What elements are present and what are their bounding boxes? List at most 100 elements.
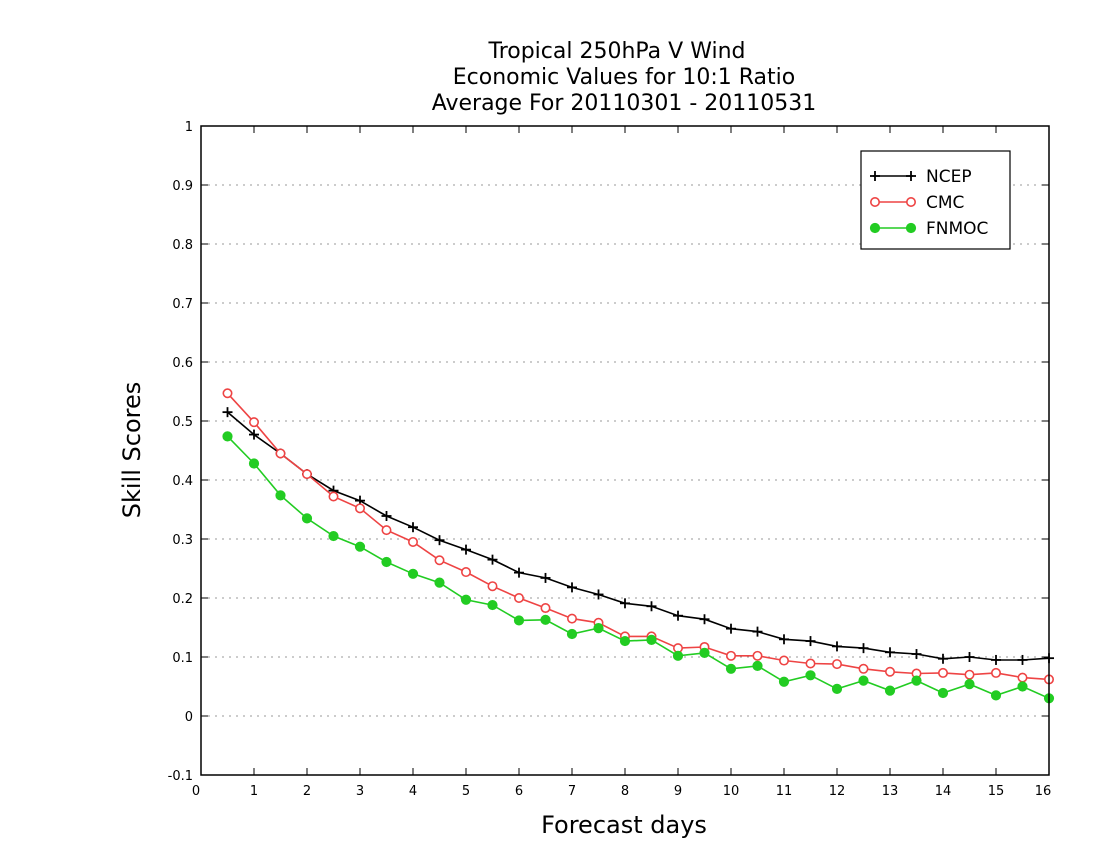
x-tick-label: 6 <box>515 784 523 799</box>
legend-item-cmc: CMC <box>869 193 964 213</box>
data-point-cmc <box>1017 672 1028 683</box>
data-point-fnmoc <box>540 614 551 625</box>
data-point-cmc <box>275 448 286 459</box>
legend-label-ncep: NCEP <box>926 167 972 187</box>
data-point-cmc <box>752 650 763 661</box>
data-point-fnmoc <box>513 615 525 626</box>
data-point-ncep <box>885 647 895 658</box>
x-tick-label: 15 <box>988 784 1005 799</box>
legend-item-fnmoc: FNMOC <box>869 219 988 239</box>
legend-marker-ncep <box>906 171 916 181</box>
data-point-fnmoc <box>937 687 949 699</box>
data-point-cmc <box>513 592 524 603</box>
data-point-fnmoc <box>831 683 843 694</box>
data-point-ncep <box>487 554 498 565</box>
data-point-ncep <box>567 582 577 593</box>
y-tick-label: 0.1 <box>172 651 193 666</box>
data-point-ncep <box>726 623 736 634</box>
x-tick-label: 11 <box>776 784 793 799</box>
plot-frame <box>200 125 1050 776</box>
data-point-fnmoc <box>619 635 631 647</box>
x-tick-label: 7 <box>568 784 576 799</box>
data-point-ncep <box>673 610 683 621</box>
data-point-ncep <box>752 626 763 637</box>
data-point-cmc <box>831 659 842 670</box>
series-fnmoc <box>222 431 1055 704</box>
data-point-ncep <box>381 510 392 521</box>
data-point-cmc <box>805 658 816 669</box>
data-point-ncep <box>646 601 657 612</box>
data-point-ncep <box>858 643 869 654</box>
data-point-cmc <box>566 613 577 624</box>
x-tick-label: 3 <box>356 784 364 799</box>
data-point-fnmoc <box>646 634 657 645</box>
x-tick-label: 9 <box>674 784 682 799</box>
y-tick-label: 0.3 <box>172 533 193 548</box>
data-point-fnmoc <box>407 568 419 579</box>
y-tick-label: 0.8 <box>172 238 193 253</box>
y-tick-label: 0.7 <box>172 297 193 312</box>
y-tick-label: 0.2 <box>172 592 193 607</box>
data-point-fnmoc <box>752 660 763 671</box>
y-tick-label: 0.9 <box>172 179 193 194</box>
data-point-ncep <box>222 407 233 418</box>
legend-marker-cmc <box>869 197 880 208</box>
chart-title: Tropical 250hPa V Wind Economic Values f… <box>432 39 817 116</box>
legend-marker-fnmoc <box>869 222 881 234</box>
data-point-fnmoc <box>805 670 816 681</box>
data-point-ncep <box>805 636 816 647</box>
data-point-ncep <box>779 634 789 645</box>
data-point-ncep <box>434 535 445 546</box>
data-point-fnmoc <box>460 594 472 605</box>
x-tick-label: 5 <box>462 784 470 799</box>
data-point-ncep <box>991 654 1001 665</box>
data-point-cmc <box>884 666 895 677</box>
data-point-fnmoc <box>778 676 790 687</box>
data-point-cmc <box>778 655 789 666</box>
legend-box <box>860 150 1011 250</box>
data-point-fnmoc <box>699 647 710 658</box>
data-point-fnmoc <box>990 690 1002 701</box>
data-point-ncep <box>832 641 842 652</box>
series-ncep <box>222 407 1054 665</box>
data-point-cmc <box>407 536 418 547</box>
data-point-ncep <box>938 653 948 664</box>
data-point-fnmoc <box>328 530 339 542</box>
series-cmc <box>222 388 1055 685</box>
data-series <box>222 388 1055 704</box>
y-tick-label: 0.4 <box>172 474 193 489</box>
data-point-ncep <box>1017 654 1028 665</box>
data-point-cmc <box>725 650 736 661</box>
data-point-ncep <box>249 429 259 440</box>
data-point-fnmoc <box>858 675 869 686</box>
legend-label-fnmoc: FNMOC <box>926 219 988 239</box>
x-tick-label: 16 <box>1035 784 1052 799</box>
legend-item-ncep: NCEP <box>870 167 972 187</box>
legend-marker-cmc <box>905 197 916 208</box>
data-point-cmc <box>328 491 339 502</box>
data-point-cmc <box>301 469 312 480</box>
data-point-fnmoc <box>884 685 896 696</box>
x-axis-ticks: 0 1 2 3 4 5 6 7 8 9 10 11 12 13 14 15 16 <box>192 126 1051 799</box>
data-point-ncep <box>911 649 922 660</box>
data-point-ncep <box>593 589 604 600</box>
data-point-fnmoc <box>354 541 366 552</box>
data-point-fnmoc <box>301 513 313 524</box>
y-tick-label: 1 <box>185 120 193 135</box>
x-tick-label: 4 <box>409 784 417 799</box>
data-point-cmc <box>354 503 365 514</box>
x-tick-label: 2 <box>303 784 311 799</box>
data-point-cmc <box>434 555 445 566</box>
data-point-fnmoc <box>275 490 286 501</box>
data-point-cmc <box>964 669 975 680</box>
data-point-cmc <box>937 667 948 678</box>
chart-title-line-2: Economic Values for 10:1 Ratio <box>453 65 795 90</box>
y-axis-label: Skill Scores <box>118 382 146 519</box>
y-tick-label: 0.6 <box>172 356 193 371</box>
data-point-cmc <box>460 567 471 578</box>
data-point-fnmoc <box>672 650 684 661</box>
data-point-cmc <box>249 417 260 428</box>
data-point-ncep <box>408 522 418 533</box>
